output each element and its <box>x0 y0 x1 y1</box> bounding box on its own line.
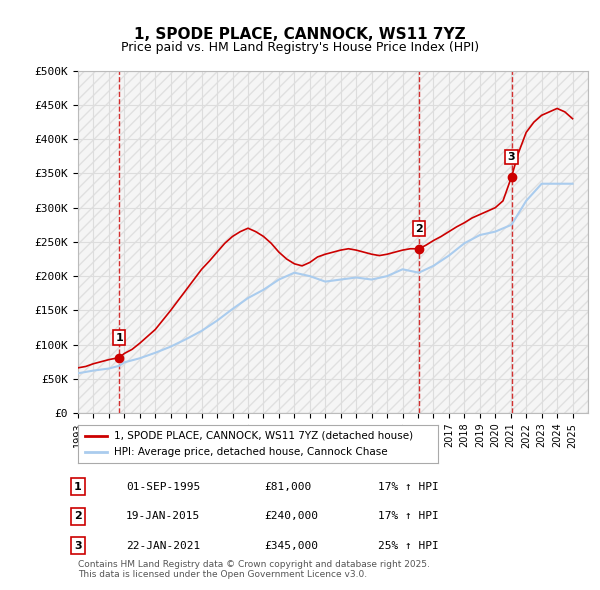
Text: 22-JAN-2021: 22-JAN-2021 <box>126 541 200 550</box>
Text: 25% ↑ HPI: 25% ↑ HPI <box>378 541 439 550</box>
Text: 17% ↑ HPI: 17% ↑ HPI <box>378 482 439 491</box>
Text: 2: 2 <box>415 224 422 234</box>
Text: Price paid vs. HM Land Registry's House Price Index (HPI): Price paid vs. HM Land Registry's House … <box>121 41 479 54</box>
Text: 17% ↑ HPI: 17% ↑ HPI <box>378 512 439 521</box>
Text: 19-JAN-2015: 19-JAN-2015 <box>126 512 200 521</box>
Text: £240,000: £240,000 <box>264 512 318 521</box>
Text: £345,000: £345,000 <box>264 541 318 550</box>
Text: 1: 1 <box>74 482 82 491</box>
Text: 01-SEP-1995: 01-SEP-1995 <box>126 482 200 491</box>
Text: Contains HM Land Registry data © Crown copyright and database right 2025.
This d: Contains HM Land Registry data © Crown c… <box>78 560 430 579</box>
Text: 2: 2 <box>74 512 82 521</box>
Text: 1, SPODE PLACE, CANNOCK, WS11 7YZ (detached house): 1, SPODE PLACE, CANNOCK, WS11 7YZ (detac… <box>114 431 413 441</box>
Text: 3: 3 <box>74 541 82 550</box>
Text: £81,000: £81,000 <box>264 482 311 491</box>
Text: 1: 1 <box>115 333 123 343</box>
Text: 3: 3 <box>508 152 515 162</box>
Text: HPI: Average price, detached house, Cannock Chase: HPI: Average price, detached house, Cann… <box>114 447 388 457</box>
Text: 1, SPODE PLACE, CANNOCK, WS11 7YZ: 1, SPODE PLACE, CANNOCK, WS11 7YZ <box>134 27 466 41</box>
